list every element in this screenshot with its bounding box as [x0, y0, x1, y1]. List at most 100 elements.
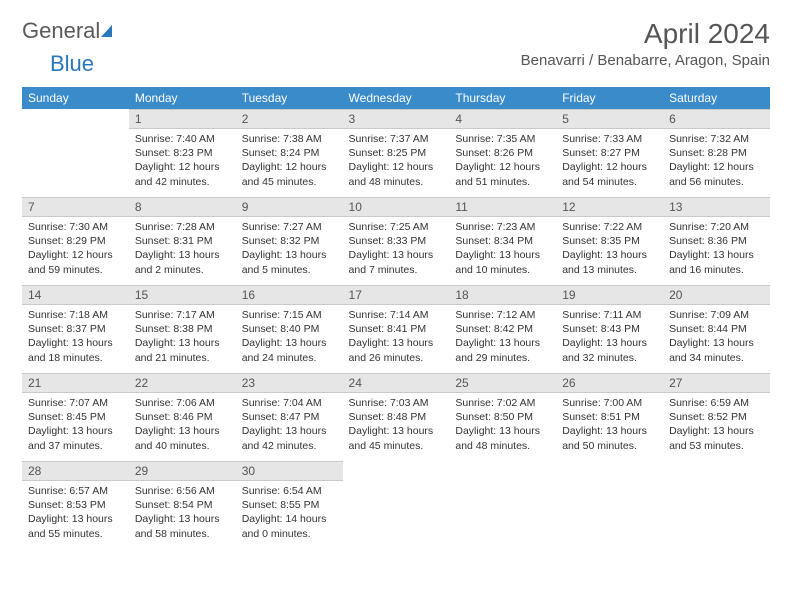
hdr-sun: Sunday	[22, 87, 129, 109]
day-details: Sunrise: 7:15 AMSunset: 8:40 PMDaylight:…	[236, 305, 343, 371]
day-details: Sunrise: 7:03 AMSunset: 8:48 PMDaylight:…	[343, 393, 450, 459]
calendar-day-cell: 15Sunrise: 7:17 AMSunset: 8:38 PMDayligh…	[129, 285, 236, 373]
calendar-day-cell: 5Sunrise: 7:33 AMSunset: 8:27 PMDaylight…	[556, 109, 663, 197]
calendar-week-row: 1Sunrise: 7:40 AMSunset: 8:23 PMDaylight…	[22, 109, 770, 197]
day-number: 25	[449, 373, 556, 393]
calendar-day-cell: 8Sunrise: 7:28 AMSunset: 8:31 PMDaylight…	[129, 197, 236, 285]
day-details: Sunrise: 7:14 AMSunset: 8:41 PMDaylight:…	[343, 305, 450, 371]
day-details: Sunrise: 7:22 AMSunset: 8:35 PMDaylight:…	[556, 217, 663, 283]
location-label: Benavarri / Benabarre, Aragon, Spain	[521, 52, 770, 69]
calendar-day-cell: 18Sunrise: 7:12 AMSunset: 8:42 PMDayligh…	[449, 285, 556, 373]
day-number: 29	[129, 461, 236, 481]
day-number: 12	[556, 197, 663, 217]
calendar-week-row: 21Sunrise: 7:07 AMSunset: 8:45 PMDayligh…	[22, 373, 770, 461]
logo-text-3: Blue	[50, 51, 94, 77]
day-number: 11	[449, 197, 556, 217]
hdr-tue: Tuesday	[236, 87, 343, 109]
calendar-day-cell	[663, 461, 770, 547]
calendar-day-cell: 3Sunrise: 7:37 AMSunset: 8:25 PMDaylight…	[343, 109, 450, 197]
day-details: Sunrise: 6:56 AMSunset: 8:54 PMDaylight:…	[129, 481, 236, 547]
calendar-day-cell: 16Sunrise: 7:15 AMSunset: 8:40 PMDayligh…	[236, 285, 343, 373]
day-number: 13	[663, 197, 770, 217]
day-details: Sunrise: 7:28 AMSunset: 8:31 PMDaylight:…	[129, 217, 236, 283]
day-details: Sunrise: 7:38 AMSunset: 8:24 PMDaylight:…	[236, 129, 343, 195]
hdr-fri: Friday	[556, 87, 663, 109]
calendar-day-cell: 4Sunrise: 7:35 AMSunset: 8:26 PMDaylight…	[449, 109, 556, 197]
day-number: 17	[343, 285, 450, 305]
day-number: 20	[663, 285, 770, 305]
calendar-day-cell: 14Sunrise: 7:18 AMSunset: 8:37 PMDayligh…	[22, 285, 129, 373]
calendar-day-cell	[22, 109, 129, 197]
calendar-table: Sunday Monday Tuesday Wednesday Thursday…	[22, 87, 770, 109]
calendar-day-cell: 11Sunrise: 7:23 AMSunset: 8:34 PMDayligh…	[449, 197, 556, 285]
calendar-day-cell: 9Sunrise: 7:27 AMSunset: 8:32 PMDaylight…	[236, 197, 343, 285]
day-details: Sunrise: 7:18 AMSunset: 8:37 PMDaylight:…	[22, 305, 129, 371]
day-number: 15	[129, 285, 236, 305]
day-number: 23	[236, 373, 343, 393]
day-number: 9	[236, 197, 343, 217]
calendar-day-cell	[556, 461, 663, 547]
hdr-mon: Monday	[129, 87, 236, 109]
day-number: 16	[236, 285, 343, 305]
calendar-day-cell	[343, 461, 450, 547]
logo: General	[22, 18, 114, 44]
hdr-wed: Wednesday	[343, 87, 450, 109]
day-number: 4	[449, 109, 556, 129]
day-number: 1	[129, 109, 236, 129]
calendar-day-cell: 30Sunrise: 6:54 AMSunset: 8:55 PMDayligh…	[236, 461, 343, 547]
calendar-day-cell: 13Sunrise: 7:20 AMSunset: 8:36 PMDayligh…	[663, 197, 770, 285]
day-details: Sunrise: 7:25 AMSunset: 8:33 PMDaylight:…	[343, 217, 450, 283]
day-number: 8	[129, 197, 236, 217]
calendar-day-cell: 10Sunrise: 7:25 AMSunset: 8:33 PMDayligh…	[343, 197, 450, 285]
day-details: Sunrise: 7:17 AMSunset: 8:38 PMDaylight:…	[129, 305, 236, 371]
calendar-week-row: 7Sunrise: 7:30 AMSunset: 8:29 PMDaylight…	[22, 197, 770, 285]
calendar-day-cell: 26Sunrise: 7:00 AMSunset: 8:51 PMDayligh…	[556, 373, 663, 461]
calendar-day-cell: 23Sunrise: 7:04 AMSunset: 8:47 PMDayligh…	[236, 373, 343, 461]
day-number: 24	[343, 373, 450, 393]
calendar-day-cell: 29Sunrise: 6:56 AMSunset: 8:54 PMDayligh…	[129, 461, 236, 547]
day-details: Sunrise: 7:00 AMSunset: 8:51 PMDaylight:…	[556, 393, 663, 459]
hdr-sat: Saturday	[663, 87, 770, 109]
day-details: Sunrise: 6:57 AMSunset: 8:53 PMDaylight:…	[22, 481, 129, 547]
day-details: Sunrise: 7:04 AMSunset: 8:47 PMDaylight:…	[236, 393, 343, 459]
day-details: Sunrise: 7:07 AMSunset: 8:45 PMDaylight:…	[22, 393, 129, 459]
calendar-week-row: 28Sunrise: 6:57 AMSunset: 8:53 PMDayligh…	[22, 461, 770, 547]
calendar-day-cell: 20Sunrise: 7:09 AMSunset: 8:44 PMDayligh…	[663, 285, 770, 373]
day-details: Sunrise: 7:20 AMSunset: 8:36 PMDaylight:…	[663, 217, 770, 283]
logo-text-1: Genera	[22, 18, 95, 44]
title-block: April 2024 Benavarri / Benabarre, Aragon…	[521, 18, 770, 69]
day-number: 27	[663, 373, 770, 393]
day-details: Sunrise: 7:06 AMSunset: 8:46 PMDaylight:…	[129, 393, 236, 459]
calendar-day-cell: 12Sunrise: 7:22 AMSunset: 8:35 PMDayligh…	[556, 197, 663, 285]
day-number: 21	[22, 373, 129, 393]
day-number: 7	[22, 197, 129, 217]
day-number: 28	[22, 461, 129, 481]
day-number: 30	[236, 461, 343, 481]
day-details: Sunrise: 7:12 AMSunset: 8:42 PMDaylight:…	[449, 305, 556, 371]
day-number: 6	[663, 109, 770, 129]
day-details: Sunrise: 6:54 AMSunset: 8:55 PMDaylight:…	[236, 481, 343, 547]
day-details: Sunrise: 7:35 AMSunset: 8:26 PMDaylight:…	[449, 129, 556, 195]
day-number: 18	[449, 285, 556, 305]
calendar-day-cell: 28Sunrise: 6:57 AMSunset: 8:53 PMDayligh…	[22, 461, 129, 547]
logo-triangle-icon	[101, 25, 112, 37]
day-number: 3	[343, 109, 450, 129]
day-details: Sunrise: 7:33 AMSunset: 8:27 PMDaylight:…	[556, 129, 663, 195]
day-number: 14	[22, 285, 129, 305]
calendar-day-cell: 27Sunrise: 6:59 AMSunset: 8:52 PMDayligh…	[663, 373, 770, 461]
day-details: Sunrise: 7:30 AMSunset: 8:29 PMDaylight:…	[22, 217, 129, 283]
calendar-day-cell	[449, 461, 556, 547]
day-details: Sunrise: 7:40 AMSunset: 8:23 PMDaylight:…	[129, 129, 236, 195]
day-details: Sunrise: 7:09 AMSunset: 8:44 PMDaylight:…	[663, 305, 770, 371]
day-details: Sunrise: 6:59 AMSunset: 8:52 PMDaylight:…	[663, 393, 770, 459]
day-number: 10	[343, 197, 450, 217]
day-number: 22	[129, 373, 236, 393]
logo-text-2: l	[95, 18, 100, 44]
day-number: 26	[556, 373, 663, 393]
day-details: Sunrise: 7:32 AMSunset: 8:28 PMDaylight:…	[663, 129, 770, 195]
hdr-thu: Thursday	[449, 87, 556, 109]
day-number: 5	[556, 109, 663, 129]
calendar-day-cell: 17Sunrise: 7:14 AMSunset: 8:41 PMDayligh…	[343, 285, 450, 373]
calendar-day-cell: 24Sunrise: 7:03 AMSunset: 8:48 PMDayligh…	[343, 373, 450, 461]
calendar-day-cell: 1Sunrise: 7:40 AMSunset: 8:23 PMDaylight…	[129, 109, 236, 197]
